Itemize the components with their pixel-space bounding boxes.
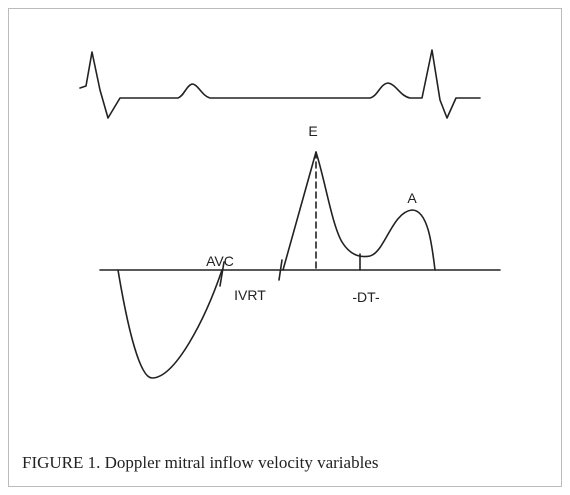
negative-flow-wave — [117, 269, 223, 379]
dt-label: -DT- — [352, 289, 380, 305]
ecg-trace — [79, 49, 481, 119]
e-label: E — [308, 123, 317, 139]
ivrt-marker — [278, 259, 283, 281]
mitral-inflow-wave — [282, 151, 436, 271]
a-label: A — [407, 190, 417, 206]
avc-label: AVC — [206, 253, 234, 269]
figure-frame — [8, 8, 562, 487]
avc-marker — [219, 261, 225, 287]
ivrt-label: IVRT — [234, 287, 266, 303]
figure-caption: FIGURE 1. Doppler mitral inflow velocity… — [22, 453, 378, 472]
